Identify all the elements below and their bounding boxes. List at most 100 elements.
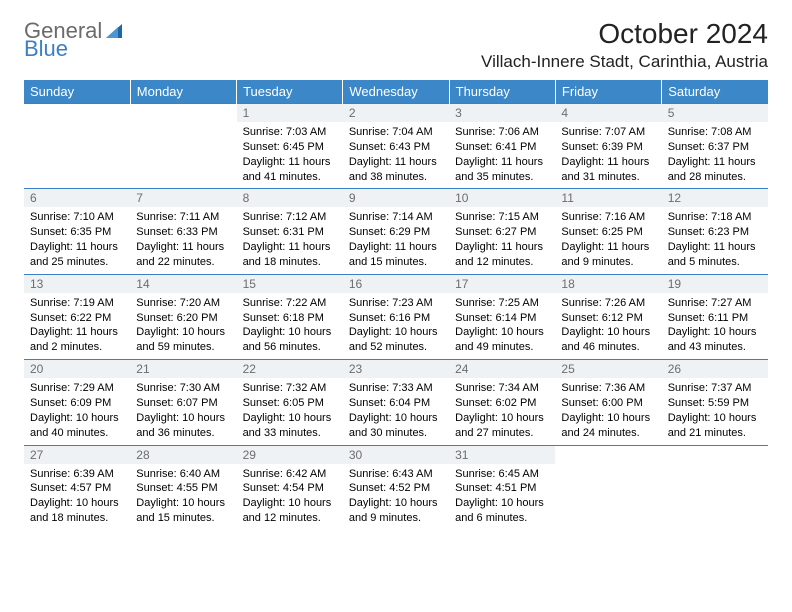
- sunset-line: Sunset: 6:33 PM: [136, 226, 217, 238]
- day-content-cell: Sunrise: 7:06 AMSunset: 6:41 PMDaylight:…: [449, 122, 555, 189]
- day-content-cell: Sunrise: 7:19 AM Sunset: 6:22 PM Daylight:…: [24, 293, 130, 360]
- sunset-line: Sunset: 6:27 PM: [455, 226, 536, 238]
- daylight-line: Daylight: 11 hours and 15 minutes.: [349, 241, 437, 268]
- daylight-line: Daylight: 10 hours and 49 minutes.: [455, 326, 544, 353]
- sunrise-line: Sunrise: 6:45 AM: [455, 468, 539, 480]
- sunset-line: Sunset: 4:57 PM: [30, 482, 111, 494]
- daylight-line: Daylight: 10 hours and 46 minutes.: [561, 326, 650, 353]
- day-number-cell: 8: [237, 189, 343, 208]
- sunrise-line: Sunrise: 7:23 AM: [349, 297, 433, 309]
- day-number-cell: 10: [449, 189, 555, 208]
- sunrise-line: Sunrise: 7:26 AM: [561, 297, 645, 309]
- sunrise-line: Sunrise: 7:06 AM: [455, 126, 539, 138]
- day-content-row: Sunrise: 6:39 AM Sunset: 4:57 PM Daylight:…: [24, 464, 768, 530]
- day-content-cell: Sunrise: 7:22 AMSunset: 6:18 PMDaylight:…: [237, 293, 343, 360]
- sunrise-line: Sunrise: 6:43 AM: [349, 468, 433, 480]
- day-header: Sunday: [24, 80, 130, 104]
- sunrise-line: Sunrise: 7:12 AM: [243, 211, 327, 223]
- sunrise-line: Sunrise: 6:39 AM: [30, 468, 114, 480]
- daylight-line: Daylight: 11 hours and 2 minutes.: [30, 326, 118, 353]
- day-content-cell: Sunrise: 7:37 AMSunset: 5:59 PMDaylight:…: [662, 378, 768, 445]
- page-title: October 2024: [481, 18, 768, 50]
- daylight-line: Daylight: 10 hours and 59 minutes.: [136, 326, 225, 353]
- sunrise-line: Sunrise: 7:04 AM: [349, 126, 433, 138]
- day-content-cell: Sunrise: 7:30 AM Sunset: 6:07 PM Daylight:…: [130, 378, 236, 445]
- day-number-cell: 14: [130, 274, 236, 293]
- sunrise-line: Sunrise: 7:30 AM: [136, 382, 220, 394]
- sunrise-line: Sunrise: 7:22 AM: [243, 297, 327, 309]
- sunset-line: Sunset: 6:16 PM: [349, 312, 430, 324]
- sunrise-line: Sunrise: 7:36 AM: [561, 382, 645, 394]
- day-number-cell: 16: [343, 274, 449, 293]
- daylight-line: Daylight: 10 hours and 24 minutes.: [561, 412, 650, 439]
- day-number-cell: 29: [237, 445, 343, 464]
- day-content-cell: Sunrise: 7:32 AMSunset: 6:05 PMDaylight:…: [237, 378, 343, 445]
- day-number-cell: 1: [237, 104, 343, 123]
- sunrise-line: Sunrise: 7:34 AM: [455, 382, 539, 394]
- sunset-line: Sunset: 6:37 PM: [668, 141, 749, 153]
- sunrise-line: Sunrise: 7:03 AM: [243, 126, 327, 138]
- day-content-cell: Sunrise: 7:33 AMSunset: 6:04 PMDaylight:…: [343, 378, 449, 445]
- sunrise-line: Sunrise: 7:18 AM: [668, 211, 752, 223]
- sunset-line: Sunset: 6:22 PM: [30, 312, 111, 324]
- day-content-cell: Sunrise: 7:10 AMSunset: 6:35 PMDaylight:…: [24, 207, 130, 274]
- sunset-line: Sunset: 6:23 PM: [668, 226, 749, 238]
- sunrise-line: Sunrise: 6:40 AM: [136, 468, 220, 480]
- daylight-line: Daylight: 10 hours and 36 minutes.: [136, 412, 225, 439]
- day-content-cell: Sunrise: 7:08 AMSunset: 6:37 PMDaylight:…: [662, 122, 768, 189]
- daylight-line: Daylight: 11 hours and 5 minutes.: [668, 241, 756, 268]
- day-number-cell: 18: [555, 274, 661, 293]
- day-number-cell: 25: [555, 360, 661, 379]
- day-number-row: 20212223242526: [24, 360, 768, 379]
- daylight-line: Daylight: 10 hours and 56 minutes.: [243, 326, 332, 353]
- day-content-cell: Sunrise: 6:42 AMSunset: 4:54 PMDaylight:…: [237, 464, 343, 530]
- day-number-cell: 27: [24, 445, 130, 464]
- daylight-line: Daylight: 11 hours and 12 minutes.: [455, 241, 543, 268]
- day-number-cell: 17: [449, 274, 555, 293]
- day-content-cell: Sunrise: 7:12 AMSunset: 6:31 PMDaylight:…: [237, 207, 343, 274]
- day-content-row: Sunrise: 7:29 AMSunset: 6:09 PMDaylight:…: [24, 378, 768, 445]
- day-header: Wednesday: [343, 80, 449, 104]
- sunrise-line: Sunrise: 7:25 AM: [455, 297, 539, 309]
- day-content-cell: Sunrise: 7:34 AMSunset: 6:02 PMDaylight:…: [449, 378, 555, 445]
- sunset-line: Sunset: 6:07 PM: [136, 397, 217, 409]
- sunrise-line: Sunrise: 7:15 AM: [455, 211, 539, 223]
- calendar-table: Sunday Monday Tuesday Wednesday Thursday…: [24, 80, 768, 530]
- sunset-line: Sunset: 4:51 PM: [455, 482, 536, 494]
- day-number-row: 13141516171819: [24, 274, 768, 293]
- day-header: Tuesday: [237, 80, 343, 104]
- day-content-cell: Sunrise: 7:16 AMSunset: 6:25 PMDaylight:…: [555, 207, 661, 274]
- day-header: Thursday: [449, 80, 555, 104]
- title-block: October 2024 Villach-Innere Stadt, Carin…: [481, 18, 768, 72]
- sunrise-line: Sunrise: 7:10 AM: [30, 211, 114, 223]
- sunrise-line: Sunrise: 7:19 AM: [30, 297, 114, 309]
- daylight-line: Daylight: 10 hours and 33 minutes.: [243, 412, 332, 439]
- sunrise-line: Sunrise: 7:20 AM: [136, 297, 220, 309]
- sunset-line: Sunset: 6:20 PM: [136, 312, 217, 324]
- daylight-line: Daylight: 10 hours and 52 minutes.: [349, 326, 438, 353]
- sunset-line: Sunset: 6:43 PM: [349, 141, 430, 153]
- sunrise-line: Sunrise: 7:32 AM: [243, 382, 327, 394]
- sunset-line: Sunset: 6:02 PM: [455, 397, 536, 409]
- daylight-line: Daylight: 10 hours and 18 minutes.: [30, 497, 119, 524]
- daylight-line: Daylight: 11 hours and 22 minutes.: [136, 241, 224, 268]
- daylight-line: Daylight: 10 hours and 12 minutes.: [243, 497, 332, 524]
- day-number-cell: 31: [449, 445, 555, 464]
- sunset-line: Sunset: 6:41 PM: [455, 141, 536, 153]
- day-header: Monday: [130, 80, 236, 104]
- daylight-line: Daylight: 10 hours and 15 minutes.: [136, 497, 225, 524]
- daylight-line: Daylight: 11 hours and 38 minutes.: [349, 156, 437, 183]
- day-content-row: Sunrise: 7:10 AMSunset: 6:35 PMDaylight:…: [24, 207, 768, 274]
- day-number-cell: 4: [555, 104, 661, 123]
- day-number-row: 2728293031: [24, 445, 768, 464]
- day-content-row: Sunrise: 7:19 AM Sunset: 6:22 PM Daylight:…: [24, 293, 768, 360]
- sunrise-line: Sunrise: 7:07 AM: [561, 126, 645, 138]
- day-content-cell: Sunrise: 7:25 AMSunset: 6:14 PMDaylight:…: [449, 293, 555, 360]
- daylight-line: Daylight: 10 hours and 30 minutes.: [349, 412, 438, 439]
- sunset-line: Sunset: 6:04 PM: [349, 397, 430, 409]
- day-content-cell: Sunrise: 6:39 AM Sunset: 4:57 PM Daylight:…: [24, 464, 130, 530]
- sunrise-line: Sunrise: 7:08 AM: [668, 126, 752, 138]
- sunset-line: Sunset: 6:31 PM: [243, 226, 324, 238]
- sunrise-line: Sunrise: 7:14 AM: [349, 211, 433, 223]
- day-content-cell: Sunrise: 7:26 AMSunset: 6:12 PMDaylight:…: [555, 293, 661, 360]
